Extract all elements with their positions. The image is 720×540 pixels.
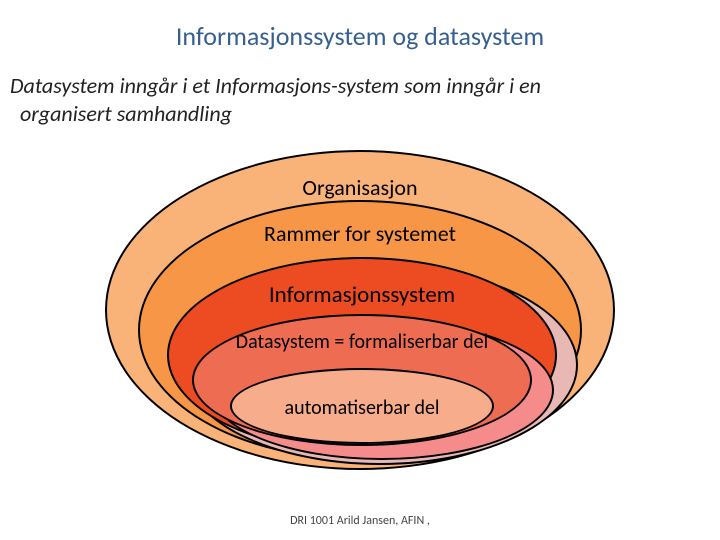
subtitle-plain-1: inngår i et — [115, 72, 216, 99]
ellipse-label-rammer: Rammer for systemet — [140, 220, 580, 247]
ellipse-label-auto: automatiserbar del — [232, 396, 492, 420]
slide-title: Informasjonssystem og datasystem — [0, 20, 720, 52]
ellipse-auto: automatiserbar del — [230, 368, 494, 444]
subtitle-emph-1: Datasystem — [10, 72, 115, 99]
ellipse-label-data: Datasystem = formaliserbar del — [194, 330, 530, 354]
nested-ellipse-diagram: Organisasjon Rammer for systemet Informasj… — [0, 150, 720, 480]
subtitle-line2: organisert samhandling — [20, 100, 232, 127]
subtitle-emph-2: Informasjons-system — [215, 72, 399, 99]
subtitle-plain-2: som inngår i en — [399, 72, 541, 99]
slide: Informasjonssystem og datasystem Datasys… — [0, 0, 720, 540]
ellipse-label-org: Organisasjon — [107, 174, 613, 201]
slide-footer: DRI 1001 Arild Jansen, AFIN , — [0, 514, 720, 528]
slide-subtitle: Datasystem inngår i et Informasjons-syst… — [10, 72, 710, 127]
ellipse-label-info: Informasjonssystem — [169, 281, 555, 309]
